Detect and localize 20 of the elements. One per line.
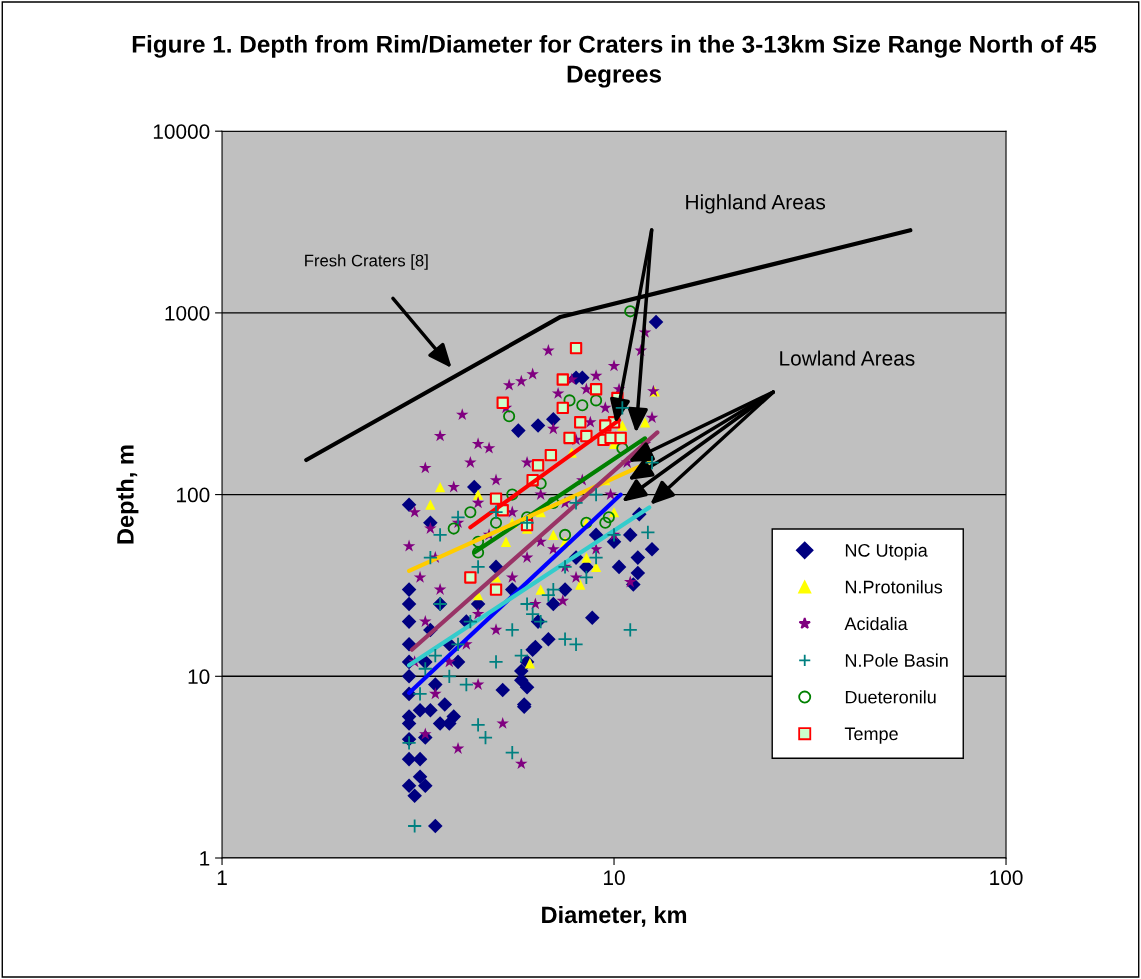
legend-label: N.Protonilus	[845, 580, 943, 594]
annotation: Highland Areas	[686, 194, 826, 214]
y-tick-label: 10000	[153, 124, 210, 139]
annotation: Fresh Craters [8]	[305, 254, 428, 270]
legend-label: Acidalia	[844, 616, 908, 631]
y-axis-title: Depth, m	[116, 445, 139, 544]
y-tick-label: 1	[200, 851, 210, 866]
x-tick-label: 1	[217, 870, 227, 885]
legend-label: Tempe	[844, 727, 898, 744]
legend-label: NC Utopia	[845, 543, 928, 561]
legend-label: N.Pole Basin	[845, 653, 948, 667]
y-tick-label: 1000	[165, 305, 210, 321]
y-tick-label: 100	[177, 487, 210, 503]
x-axis-title: Diameter, km	[542, 905, 687, 927]
y-tick-label: 10	[188, 669, 210, 685]
x-tick-label: 10	[604, 870, 625, 886]
chart-title: Figure 1. Depth from Rim/Diameter for Craters in the 3-13km Size Range North of 45 Degrees	[132, 35, 1097, 88]
legend-label: Dueteronilu	[845, 690, 936, 704]
annotation: Lowland Areas	[780, 350, 915, 366]
x-tick-label: 100	[990, 870, 1023, 886]
